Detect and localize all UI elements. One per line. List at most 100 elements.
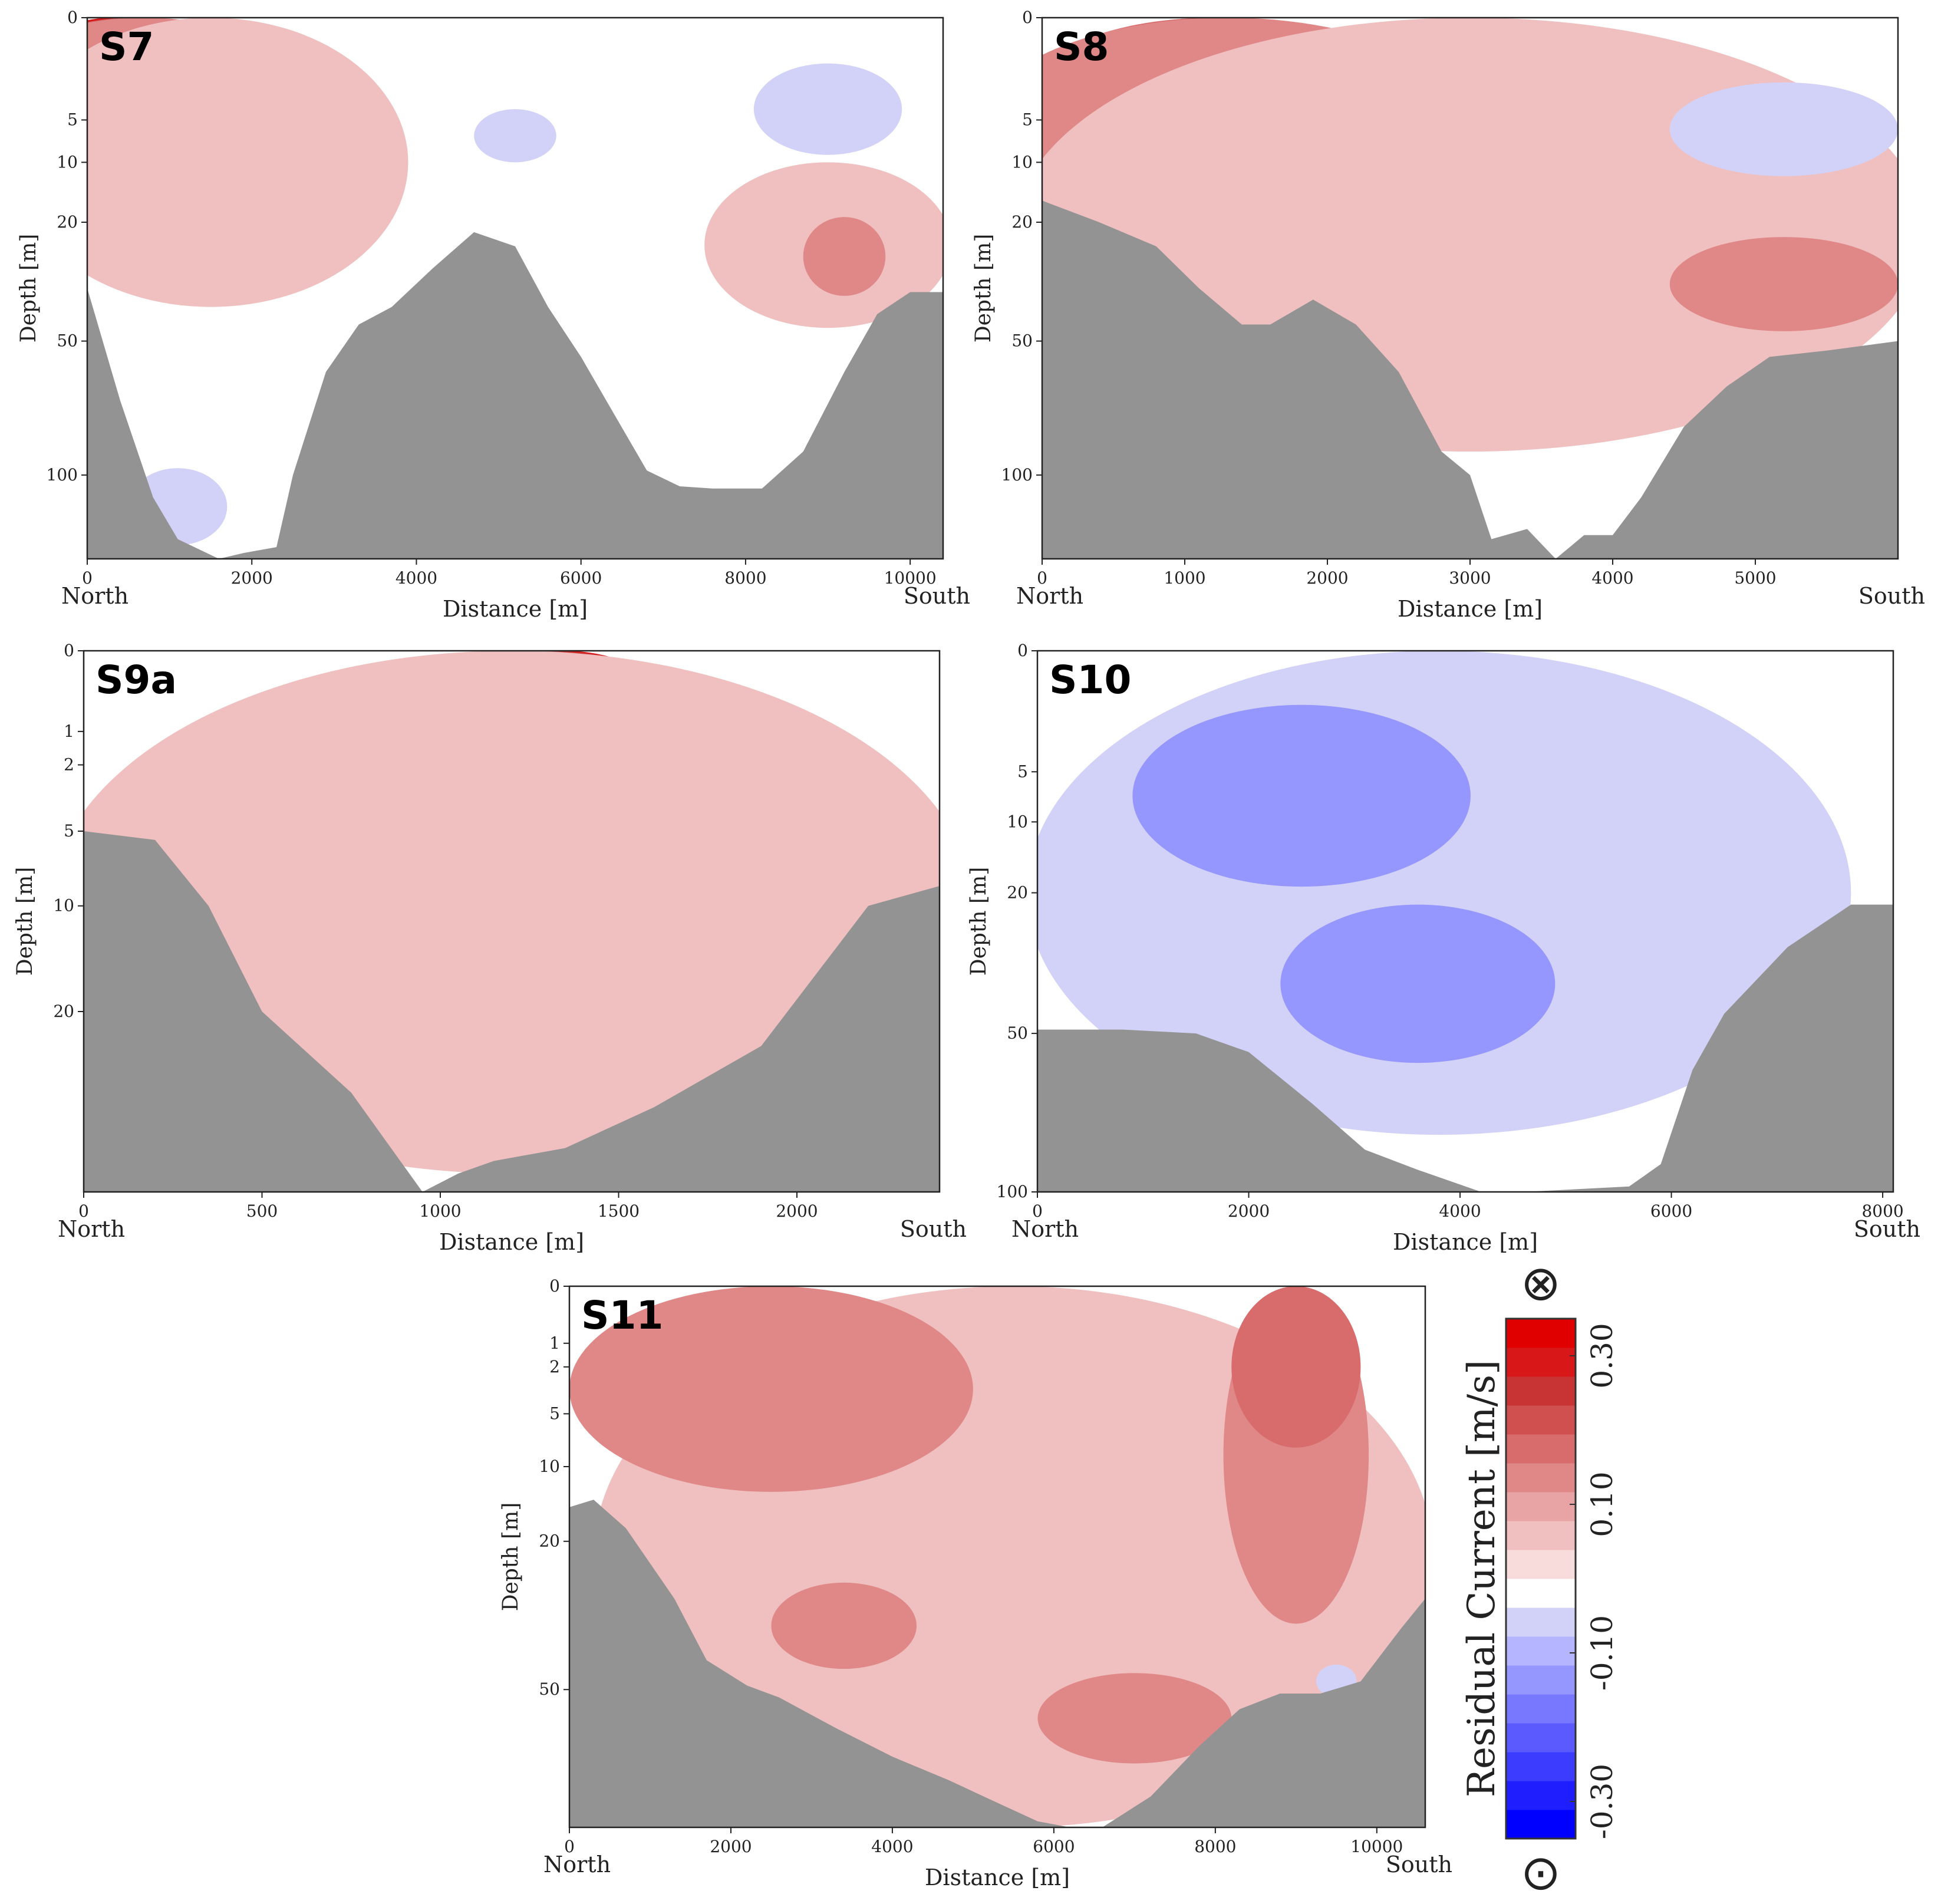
colorbar-block: [1506, 1694, 1576, 1724]
y-tick-label: 5: [67, 110, 78, 129]
x-tick-label: 4000: [1591, 568, 1633, 588]
current-contour: [771, 1582, 917, 1669]
y-tick-label: 50: [1011, 331, 1033, 351]
seabed: [569, 1500, 1425, 1827]
x-tick-label: 8000: [724, 568, 766, 588]
y-tick-label: 50: [539, 1679, 560, 1699]
panel-title: S11: [581, 1293, 663, 1338]
x-tick-label: 2000: [1306, 568, 1348, 588]
panel-s10: S10 0 2000 4000 6000 8000 0 5 10 20 50 100 Distance …: [967, 641, 1920, 1255]
seabed: [1037, 904, 1893, 1192]
colorbar-block: [1506, 1665, 1576, 1695]
x-tick-label: 10000: [884, 568, 937, 588]
colorbar-block: [1506, 1636, 1576, 1666]
colorbar-block: [1506, 1319, 1576, 1348]
y-tick-label: 10: [53, 896, 74, 915]
y-axis-label: Depth [m]: [967, 867, 991, 976]
x-tick-label: 1500: [598, 1201, 640, 1221]
y-tick-label: 2: [549, 1357, 560, 1376]
x-tick-label: 3000: [1449, 568, 1491, 588]
x-tick-label: 4000: [396, 568, 437, 588]
current-contour: [1280, 904, 1556, 1063]
y-tick-label: 0: [67, 8, 78, 27]
colorbar-block: [1506, 1550, 1576, 1579]
panel-title: S9a: [95, 657, 177, 703]
colorbar-tick-label: 0.30: [1585, 1323, 1619, 1388]
seabed: [87, 232, 943, 559]
colorbar-blocks: [1506, 1319, 1576, 1839]
x-tick-label: 10000: [1350, 1837, 1403, 1856]
out-of-page-icon: ⊙: [1521, 1845, 1561, 1901]
current-contour: [753, 63, 902, 155]
south-label: South: [1386, 1852, 1452, 1877]
into-page-icon: ⊗: [1521, 1256, 1561, 1312]
panel-title: S8: [1054, 24, 1109, 70]
plot-frame: [86, 17, 944, 560]
x-tick-label: 5000: [1734, 568, 1776, 588]
x-tick-label: 1000: [1164, 568, 1205, 588]
current-contour: [87, 18, 408, 307]
y-tick-label: 10: [57, 152, 78, 172]
x-tick-label: 4000: [1439, 1201, 1481, 1221]
panel-s8: S8 0 1000 2000 3000 4000 5000 0 5 10 20 50 100 Distan…: [971, 8, 1925, 622]
colorbar-block: [1506, 1579, 1576, 1608]
colorbar-block: [1506, 1434, 1576, 1464]
south-label: South: [1854, 1216, 1920, 1242]
x-tick-label: 500: [246, 1201, 278, 1221]
y-tick-label: 20: [1007, 883, 1028, 902]
colorbar-tick-label: -0.30: [1585, 1764, 1619, 1839]
x-tick-label: 0: [78, 1201, 89, 1221]
current-contour: [84, 651, 940, 1174]
colorbar-block: [1506, 1752, 1576, 1781]
colorbar-block: [1506, 1348, 1576, 1377]
x-axis-label: Distance [m]: [1393, 1229, 1538, 1255]
seabed: [84, 831, 940, 1192]
south-label: South: [900, 1216, 967, 1242]
y-tick-label: 1: [549, 1333, 560, 1353]
colorbar-block: [1506, 1810, 1576, 1839]
current-contour: [1669, 82, 1898, 176]
current-field: [569, 1286, 1425, 1827]
south-label: South: [1858, 583, 1925, 609]
x-axis-label: Distance [m]: [925, 1865, 1070, 1890]
y-axis-label: Depth [m]: [13, 867, 37, 976]
north-label: North: [1011, 1216, 1079, 1242]
current-contour: [1132, 704, 1471, 887]
y-tick-label: 0: [1017, 641, 1028, 660]
y-tick-label: 10: [1007, 812, 1028, 831]
south-label: South: [904, 583, 970, 609]
y-tick-label: 20: [539, 1531, 560, 1551]
x-tick-label: 2000: [1228, 1201, 1270, 1221]
current-contour: [803, 217, 886, 296]
current-contour: [1669, 237, 1898, 331]
x-tick-label: 6000: [1650, 1201, 1692, 1221]
x-axis-label: Distance [m]: [439, 1229, 584, 1255]
y-tick-label: 50: [57, 331, 78, 351]
y-tick-label: 50: [1007, 1023, 1028, 1043]
y-tick-label: 2: [64, 755, 74, 775]
current-contour: [1231, 1286, 1361, 1448]
x-tick-label: 8000: [1861, 1201, 1903, 1221]
colorbar-block: [1506, 1723, 1576, 1753]
y-tick-label: 0: [549, 1276, 560, 1296]
x-tick-label: 0: [1037, 568, 1047, 588]
y-tick-label: 20: [57, 212, 78, 232]
seabed: [1042, 200, 1898, 559]
current-contour: [474, 109, 556, 163]
x-tick-label: 2000: [231, 568, 273, 588]
current-field: [84, 651, 940, 1174]
colorbar-label: Residual Current [m/s]: [1460, 1360, 1504, 1797]
colorbar-ticks: 0.30 0.10 -0.10 -0.30: [1570, 1323, 1619, 1839]
colorbar-frame: [1505, 1317, 1577, 1840]
x-tick-label: 8000: [1194, 1837, 1236, 1856]
panels: S70 2000 4000 6000 8000 1000005102050100Dista…: [13, 8, 1925, 1890]
colorbar-block: [1506, 1607, 1576, 1637]
panel-title: S10: [1049, 657, 1131, 703]
y-tick-label: 5: [549, 1404, 560, 1423]
x-tick-label: 2000: [776, 1201, 818, 1221]
current-field: [87, 18, 943, 545]
panel-title: S7: [99, 24, 154, 70]
x-tick-label: 6000: [560, 568, 602, 588]
y-tick-label: 100: [997, 1182, 1028, 1201]
